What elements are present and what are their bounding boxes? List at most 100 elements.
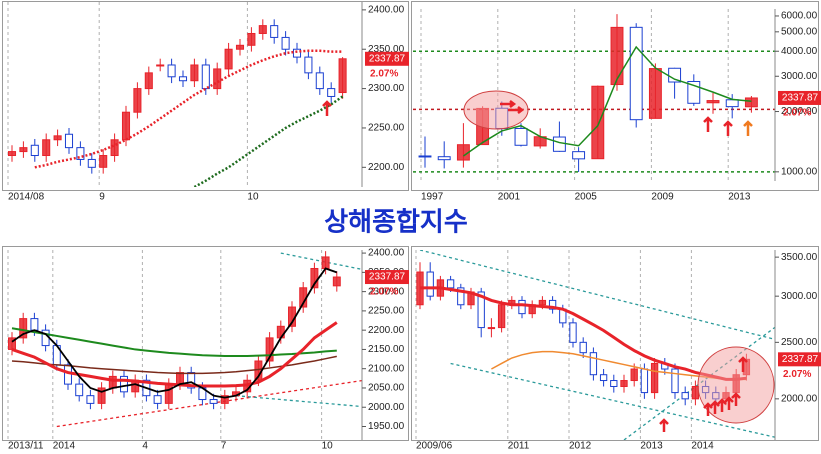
candle-body	[610, 380, 618, 387]
plot-area	[7, 250, 362, 440]
candle-body	[589, 352, 598, 376]
candle-body	[321, 256, 330, 269]
candle-body	[477, 291, 485, 329]
x-tick-label: 2013/11	[8, 441, 44, 452]
plots: 2200.00 2250.00 2300.00 2350.00 2400.00 2014/…	[7, 2, 821, 452]
y-tick-label: 2350.00	[368, 44, 405, 55]
price-tag-label: 2337.87	[369, 272, 406, 283]
frame	[2, 246, 409, 441]
moving-average	[11, 267, 338, 399]
candle-body	[97, 387, 106, 404]
x-tick-label: 10	[247, 192, 259, 203]
candle-body	[681, 392, 689, 400]
candle-body	[156, 64, 165, 67]
y-tick-label: 6000.00	[781, 11, 818, 22]
candle-body	[144, 72, 153, 90]
candle-body	[235, 44, 245, 50]
arrow	[743, 120, 753, 136]
frame	[411, 246, 819, 441]
frame	[2, 1, 409, 191]
page-title: 상해종합지수	[324, 208, 468, 238]
x-tick-label: 2014	[53, 441, 76, 452]
x-tick-label: 2009	[651, 192, 674, 203]
candle-body	[220, 395, 229, 404]
candle-body	[121, 111, 131, 141]
plot-area	[7, 2, 347, 187]
candle-body	[209, 399, 218, 404]
y-tick-label: 2050.00	[368, 383, 405, 394]
y-tick-label: 2400.00	[368, 248, 405, 259]
change-label: 2.07%	[783, 369, 811, 380]
change-label: 2.07%	[370, 68, 398, 79]
candle-body	[487, 327, 496, 330]
moving-average	[11, 327, 337, 357]
candle-body	[153, 395, 162, 404]
candle-body	[338, 58, 347, 94]
change-label: 2.07%	[370, 287, 398, 298]
candle-body	[620, 380, 628, 387]
y-tick-label: 1000.00	[781, 166, 818, 177]
candle-body	[418, 155, 432, 158]
candle-body	[176, 372, 184, 385]
arrow	[500, 100, 525, 114]
trend-line	[419, 250, 775, 341]
price-tag-label: 2337.87	[782, 354, 819, 365]
highlight	[463, 90, 529, 130]
candle-body	[315, 72, 324, 90]
trend-line	[623, 326, 775, 440]
candle-body	[518, 299, 526, 315]
price-tag-label: 2337.87	[782, 93, 819, 104]
y-tick-label: 2150.00	[368, 344, 405, 355]
candle-body	[426, 271, 434, 297]
x-tick-label: 9	[99, 192, 105, 203]
candle-body	[53, 135, 62, 141]
candle-body	[258, 25, 267, 34]
x-tick-label: 10	[322, 441, 334, 452]
candle-body	[579, 341, 587, 354]
y-tick-label: 2000.00	[368, 402, 405, 413]
candle-body	[213, 68, 222, 90]
candle-body	[190, 64, 199, 82]
trend-line	[280, 252, 362, 271]
candle-body	[178, 76, 188, 82]
y-tick-label: 2200.00	[368, 162, 405, 173]
candle-body	[725, 99, 739, 108]
candle-body	[552, 136, 566, 152]
candle-body	[108, 375, 117, 389]
moving-average	[420, 286, 747, 381]
candle-body	[270, 25, 279, 38]
candle-body	[7, 151, 17, 157]
arrows	[322, 100, 748, 432]
x-tick-label: 2012	[569, 441, 592, 452]
y-tick-label: 2000.00	[781, 393, 818, 404]
highlight	[697, 346, 775, 424]
candle-body	[167, 64, 176, 78]
candle-body	[42, 139, 51, 157]
y-tick-label: 2000.00	[781, 106, 818, 117]
candle-body	[457, 287, 465, 306]
candle-body	[591, 85, 605, 160]
candle-body	[629, 26, 643, 121]
candle-body	[247, 32, 256, 46]
candle-body	[648, 68, 662, 119]
candle-body	[110, 139, 119, 157]
change-label: 2.07%	[783, 108, 811, 119]
candle-body	[437, 156, 451, 161]
candle-body	[276, 325, 285, 339]
candle-body	[548, 299, 557, 310]
price-tag-label: 2337.87	[369, 53, 406, 64]
candle-body	[133, 88, 142, 113]
candle-body	[304, 56, 313, 74]
y-tick-label: 2500.00	[781, 337, 818, 348]
y-tick-label: 4000.00	[781, 46, 818, 57]
price-tag	[365, 270, 409, 285]
x-tick-label: 2001	[498, 192, 521, 203]
candle-body	[497, 304, 506, 329]
x-tick-label: 2005	[575, 192, 598, 203]
candle-body	[706, 100, 720, 104]
candle-body	[630, 368, 638, 382]
candle-body	[650, 362, 659, 394]
candle-body	[164, 383, 173, 404]
